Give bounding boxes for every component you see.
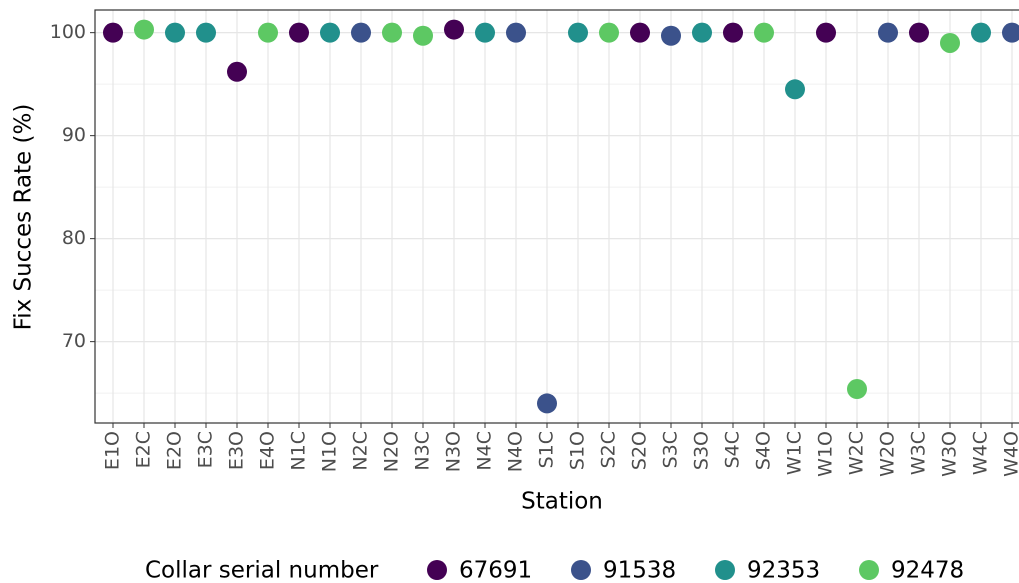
x-tick-label: N1C: [288, 431, 310, 471]
x-tick-label: E2C: [133, 431, 155, 468]
x-tick-label: S4C: [722, 431, 744, 468]
point: [227, 61, 247, 82]
point: [289, 22, 309, 43]
point: [320, 22, 340, 43]
point: [351, 22, 371, 43]
point: [134, 19, 154, 40]
x-tick-label: S1O: [567, 431, 589, 470]
x-tick-label: W4O: [1001, 431, 1019, 477]
x-tick-label: E1O: [102, 431, 124, 470]
legend-label: 92478: [891, 558, 964, 583]
x-tick-label: S4O: [753, 431, 775, 470]
x-axis-title: Station: [521, 489, 603, 515]
point: [258, 22, 278, 43]
legend-label: 67691: [459, 558, 532, 583]
point: [816, 22, 836, 43]
y-tick-label: 100: [50, 21, 86, 43]
y-tick-label: 80: [62, 227, 86, 249]
point: [661, 25, 681, 46]
y-tick-label: 90: [62, 124, 86, 146]
x-tick-label: S3O: [691, 431, 713, 470]
point: [723, 22, 743, 43]
x-tick-label: N4O: [505, 431, 527, 472]
point: [630, 22, 650, 43]
point: [785, 79, 805, 100]
x-tick-label: N3C: [412, 431, 434, 471]
point: [196, 22, 216, 43]
x-tick-label: W4C: [970, 431, 992, 475]
x-tick-label: W3C: [908, 431, 930, 475]
point: [382, 22, 402, 43]
x-tick-label: E2O: [164, 431, 186, 470]
x-tick-label: S3C: [660, 431, 682, 468]
point: [878, 22, 898, 43]
point: [506, 22, 526, 43]
x-tick-label: W1O: [815, 431, 837, 477]
x-tick-label: W3O: [939, 431, 961, 477]
point: [475, 22, 495, 43]
legend-label: 91538: [603, 558, 676, 583]
x-tick-label: S1C: [536, 431, 558, 468]
legend-title: Collar serial number: [145, 558, 379, 583]
point: [568, 22, 588, 43]
x-tick-label: S2O: [629, 431, 651, 470]
point: [444, 19, 464, 40]
x-tick-label: E4O: [257, 431, 279, 470]
legend-swatch: [571, 560, 591, 580]
point: [940, 32, 960, 53]
x-tick-label: W2O: [877, 431, 899, 477]
x-tick-label: N4C: [474, 431, 496, 471]
x-tick-label: E3O: [226, 431, 248, 470]
x-tick-label: N2O: [381, 431, 403, 472]
y-axis-title: Fix Succes Rate (%): [11, 104, 37, 331]
point: [909, 22, 929, 43]
x-tick-label: N1O: [319, 431, 341, 472]
panel-border: [94, 9, 1019, 424]
legend-swatch: [715, 560, 735, 580]
point: [847, 379, 867, 400]
point: [971, 22, 991, 43]
x-tick-label: W1C: [784, 431, 806, 475]
point: [692, 22, 712, 43]
x-tick-label: S2C: [598, 431, 620, 468]
point: [165, 22, 185, 43]
x-tick-label: E3C: [195, 431, 217, 468]
point: [599, 22, 619, 43]
legend-label: 92353: [747, 558, 820, 583]
point: [103, 22, 123, 43]
y-tick-label: 70: [62, 330, 86, 352]
legend-swatch: [427, 560, 447, 580]
point: [1002, 22, 1019, 43]
point: [754, 22, 774, 43]
x-tick-label: W2C: [846, 431, 868, 475]
point: [537, 393, 557, 414]
x-tick-label: N3O: [443, 431, 465, 472]
point: [413, 25, 433, 46]
legend-swatch: [859, 560, 879, 580]
x-tick-label: N2C: [350, 431, 372, 471]
